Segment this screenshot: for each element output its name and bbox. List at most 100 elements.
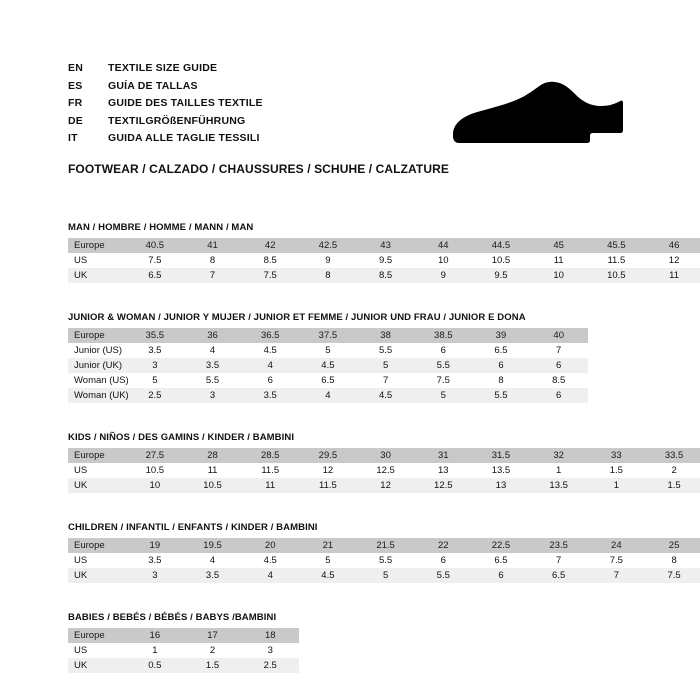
table-row: UK 3 3.5 4 4.5 5 5.5 6 6.5 7 7.5 xyxy=(68,568,700,583)
size-cell: 12 xyxy=(299,463,357,478)
size-table: Europe 35.5 36 36.5 37.5 38 38.5 39 40 Junior (US… xyxy=(68,328,588,403)
table-row: US 10.5 11 11.5 12 12.5 13 13.5 1 1.5 2 xyxy=(68,463,700,478)
section-label: MAN / HOMBRE / HOMME / MANN / MAN xyxy=(68,222,254,233)
size-cell: 10 xyxy=(529,268,588,283)
size-cell: 11.5 xyxy=(587,253,646,268)
language-title: GUIDE DES TAILLES TEXTILE xyxy=(108,97,263,109)
table-row: UK 10 10.5 11 11.5 12 12.5 13 13.5 1 1.5 xyxy=(68,478,700,493)
column-header-cell: 21 xyxy=(299,538,357,553)
column-header-cell: 22.5 xyxy=(472,538,530,553)
size-cell: 6 xyxy=(529,358,588,373)
size-cell: 4.5 xyxy=(241,343,300,358)
language-title: GUIDA ALLE TAGLIE TESSILI xyxy=(108,132,260,144)
size-cell: 7 xyxy=(356,373,415,388)
size-cell: 1.5 xyxy=(645,478,700,493)
table-header-row: Europe 40.5 41 42 42.5 43 44 44.5 45 45.5 46 xyxy=(68,238,700,253)
language-code: ES xyxy=(68,79,83,92)
size-cell: 4.5 xyxy=(299,358,357,373)
size-cell: 8 xyxy=(299,268,357,283)
column-header-cell: 38 xyxy=(356,328,415,343)
size-section: KIDS / NIÑOS / DES GAMINS / KINDER / BAM… xyxy=(68,432,700,493)
size-cell: 13 xyxy=(414,463,473,478)
language-row: ES GUÍA DE TALLAS xyxy=(68,80,468,98)
size-cell: 12.5 xyxy=(414,478,473,493)
size-table: Europe 27.5 28 28.5 29.5 30 31 31.5 32 33 33.5 US 10… xyxy=(68,448,700,493)
column-header-cell: 32 xyxy=(529,448,588,463)
size-cell: 4.5 xyxy=(299,568,357,583)
row-label: US xyxy=(68,463,126,478)
column-header-cell: 37.5 xyxy=(299,328,357,343)
size-cell: 7 xyxy=(529,343,588,358)
size-cell: 6.5 xyxy=(299,373,357,388)
table-row: US 7.5 8 8.5 9 9.5 10 10.5 11 11.5 12 xyxy=(68,253,700,268)
size-section: MAN / HOMBRE / HOMME / MANN / MAN Europe 4… xyxy=(68,222,700,283)
row-label: UK xyxy=(68,478,126,493)
size-cell: 13 xyxy=(472,478,530,493)
language-title: TEXTILGRÖßENFÜHRUNG xyxy=(108,114,246,127)
size-cell: 5.5 xyxy=(414,568,473,583)
table-row: US 3.5 4 4.5 5 5.5 6 6.5 7 7.5 8 xyxy=(68,553,700,568)
size-cell: 8.5 xyxy=(356,268,415,283)
column-header-cell: 39 xyxy=(472,328,530,343)
column-header-cell: 24 xyxy=(587,538,646,553)
size-cell: 6 xyxy=(472,568,530,583)
size-cell: 11.5 xyxy=(241,463,300,478)
table-header-row: Europe 19 19.5 20 21 21.5 22 22.5 23.5 24 25 xyxy=(68,538,700,553)
size-cell: 5 xyxy=(356,358,415,373)
language-title: TEXTILE SIZE GUIDE xyxy=(108,62,218,74)
category-heading: FOOTWEAR / CALZADO / CHAUSSURES / SCHUHE… xyxy=(68,162,449,176)
table-row: UK 0.5 1.5 2.5 xyxy=(68,658,300,673)
size-cell: 3.5 xyxy=(183,358,242,373)
language-row: IT GUIDA ALLE TAGLIE TESSILI xyxy=(68,132,468,150)
size-cell: 4 xyxy=(183,553,242,568)
size-cell: 7.5 xyxy=(587,553,646,568)
column-header-cell: 31 xyxy=(414,448,473,463)
language-code: IT xyxy=(68,132,78,144)
size-cell: 3 xyxy=(126,568,184,583)
column-header-cell: 25 xyxy=(645,538,700,553)
section-label: BABIES / BEBÉS / BÉBÉS / BABYS /BAMBINI xyxy=(68,612,277,623)
size-cell: 4 xyxy=(299,388,357,403)
row-label: Junior (UK) xyxy=(68,358,126,373)
size-cell: 13.5 xyxy=(529,478,588,493)
size-cell: 1 xyxy=(529,463,588,478)
size-cell: 11 xyxy=(241,478,300,493)
table-header-row: Europe 16 17 18 xyxy=(68,628,300,643)
column-header-cell: 33 xyxy=(587,448,646,463)
size-cell: 7.5 xyxy=(645,568,700,583)
column-header-cell: 27.5 xyxy=(126,448,184,463)
language-row: FR GUIDE DES TAILLES TEXTILE xyxy=(68,97,468,115)
size-cell: 5 xyxy=(126,373,184,388)
column-header-cell: 22 xyxy=(414,538,473,553)
size-cell: 8 xyxy=(645,553,700,568)
size-cell: 3.5 xyxy=(183,568,242,583)
size-cell: 5.5 xyxy=(472,388,530,403)
column-header-cell: 42.5 xyxy=(299,238,357,253)
column-header-cell: 40 xyxy=(529,328,588,343)
table-header-row: Europe 35.5 36 36.5 37.5 38 38.5 39 40 xyxy=(68,328,588,343)
language-code: FR xyxy=(68,97,83,109)
size-cell: 10.5 xyxy=(587,268,646,283)
size-cell: 5.5 xyxy=(414,358,473,373)
column-header-cell: 42 xyxy=(241,238,300,253)
size-cell: 10 xyxy=(126,478,184,493)
size-cell: 13.5 xyxy=(472,463,530,478)
row-label: Woman (UK) xyxy=(68,388,129,403)
size-cell: 4 xyxy=(241,358,300,373)
row-label: US xyxy=(68,643,126,658)
column-header-cell: 23.5 xyxy=(529,538,588,553)
size-cell: 2.5 xyxy=(126,388,184,403)
size-cell: 4 xyxy=(183,343,242,358)
size-cell: 6 xyxy=(241,373,300,388)
size-cell: 7.5 xyxy=(241,268,300,283)
size-cell: 8 xyxy=(472,373,530,388)
size-cell: 12.5 xyxy=(356,463,415,478)
size-cell: 3.5 xyxy=(126,553,184,568)
size-cell: 6.5 xyxy=(529,568,588,583)
size-cell: 7 xyxy=(183,268,242,283)
row-label: UK xyxy=(68,568,126,583)
row-label: Woman (US) xyxy=(68,373,129,388)
column-header-cell: 17 xyxy=(183,628,242,643)
size-section: BABIES / BEBÉS / BÉBÉS / BABYS /BAMBINI E… xyxy=(68,612,300,673)
